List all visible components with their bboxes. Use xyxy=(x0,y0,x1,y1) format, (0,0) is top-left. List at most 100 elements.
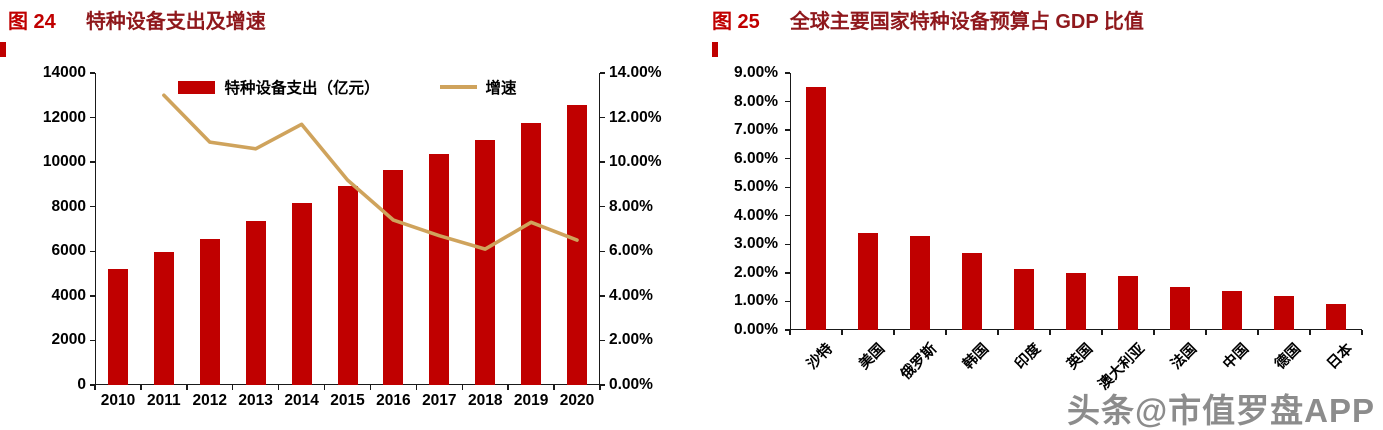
axis-tick xyxy=(507,385,509,390)
figure-24-left-axis-label: 12000 xyxy=(42,108,86,126)
gdp-ratio-bar xyxy=(1014,268,1034,330)
figure-25-y-axis-label: 6.00% xyxy=(734,149,778,167)
axis-tick xyxy=(1309,330,1311,335)
figure-25-y-axis-label: 2.00% xyxy=(734,263,778,281)
figure-24-x-axis-label: 2018 xyxy=(467,392,503,409)
legend-item-growth: 增速 xyxy=(439,76,517,98)
axis-tick xyxy=(785,329,790,331)
legend-label-expenditure: 特种设备支出（亿元） xyxy=(224,80,380,97)
axis-tick xyxy=(945,330,947,335)
figure-24-title: 特种设备支出及增速 xyxy=(85,11,266,33)
growth-line-path xyxy=(162,93,579,251)
figure-25-y-axis-label: 3.00% xyxy=(734,235,778,253)
axis-tick xyxy=(600,384,605,386)
figure-24-x-axis-label: 2016 xyxy=(376,392,411,409)
red-tick-mark xyxy=(0,42,6,57)
axis-tick xyxy=(415,385,418,390)
figure-24-right-axis-label: 2.00% xyxy=(609,331,653,349)
axis-tick xyxy=(1153,330,1155,335)
figure-24-left-axis-label: 0 xyxy=(77,376,86,393)
gdp-ratio-bar xyxy=(910,235,930,330)
axis-tick xyxy=(90,72,95,74)
expenditure-bar xyxy=(475,139,496,385)
axis-tick xyxy=(893,330,895,335)
axis-tick xyxy=(90,250,95,252)
figure-25-caption: 图 25 全球主要国家特种设备预算占 GDP 比值 xyxy=(712,5,1144,34)
gdp-ratio-bar xyxy=(1118,275,1138,330)
gdp-ratio-bar xyxy=(962,252,982,330)
axis-tick xyxy=(785,272,790,274)
axis-tick xyxy=(90,339,95,342)
figure-24-left-axis-label: 4000 xyxy=(51,286,86,304)
figure-24-right-axis-label: 12.00% xyxy=(609,108,662,126)
axis-tick xyxy=(1101,330,1103,335)
figure-24-right-axis-label: 14.00% xyxy=(609,64,662,81)
axis-tick xyxy=(785,72,790,74)
figure-24-right-axis-label: 4.00% xyxy=(609,286,653,304)
axis-tick xyxy=(600,250,605,252)
axis-tick xyxy=(600,116,605,119)
figure-25-y-axis-label: 7.00% xyxy=(734,121,778,139)
figure-25-y-axis-label: 1.00% xyxy=(734,292,778,310)
axis-tick xyxy=(232,385,234,390)
figure-24-caption: 图 24 特种设备支出及增速 xyxy=(8,5,266,34)
figure-24-left-axis-label: 8000 xyxy=(51,197,86,215)
growth-line xyxy=(162,93,579,251)
axis-tick xyxy=(785,300,790,303)
expenditure-bar xyxy=(429,154,450,385)
axis-tick xyxy=(785,157,790,160)
expenditure-bar xyxy=(245,221,266,385)
axis-tick xyxy=(785,243,790,246)
figure-25-number: 图 25 xyxy=(712,11,760,33)
expenditure-bar xyxy=(521,123,542,385)
figure-24-right-axis-label: 0.00% xyxy=(609,376,653,393)
red-tick-mark xyxy=(712,42,718,57)
figure-24-right-axis-label: 6.00% xyxy=(609,242,653,260)
axis-tick xyxy=(841,330,843,335)
figure-24-x-axis-label: 2017 xyxy=(422,392,457,409)
figure-24-left-axis-label: 10000 xyxy=(42,153,86,171)
legend-item-expenditure: 特种设备支出（亿元） xyxy=(178,76,380,98)
expenditure-bar xyxy=(153,252,174,385)
axis-tick xyxy=(461,385,463,390)
figure-24-x-axis-label: 2013 xyxy=(238,392,273,409)
gdp-ratio-bar xyxy=(1326,304,1346,330)
figure-24-x-axis-label: 2011 xyxy=(147,392,181,409)
axis-tick xyxy=(600,339,605,342)
figure-24-x-axis-label: 2014 xyxy=(284,392,319,409)
axis-tick xyxy=(90,161,95,163)
axis-tick xyxy=(94,385,96,390)
figure-24-x-axis-label: 2019 xyxy=(513,392,549,409)
figure-24-number: 图 24 xyxy=(8,11,56,33)
expenditure-bar xyxy=(567,105,588,385)
figure-24-x-axis-label: 2010 xyxy=(100,392,136,409)
bar-swatch-icon xyxy=(178,80,216,94)
gdp-ratio-bar xyxy=(1274,295,1294,330)
gdp-ratio-bar xyxy=(806,87,826,330)
axis-tick xyxy=(90,116,95,119)
axis-tick xyxy=(599,385,601,390)
axis-tick xyxy=(323,385,326,390)
gdp-ratio-bar xyxy=(1066,272,1086,330)
figure-24-left-axis-label: 14000 xyxy=(42,64,86,81)
figure-25-y-axis-label: 5.00% xyxy=(734,178,778,196)
figure-25-title: 全球主要国家特种设备预算占 GDP 比值 xyxy=(789,11,1144,33)
figure-24-right-axis-label: 8.00% xyxy=(609,197,653,215)
axis-tick xyxy=(1205,330,1207,335)
axis-tick xyxy=(785,186,790,188)
axis-tick xyxy=(785,100,790,103)
figure-24-x-axis-label: 2012 xyxy=(192,392,227,409)
line-swatch-icon xyxy=(439,85,477,89)
axis-tick xyxy=(789,330,791,335)
figure-24-left-axis-label: 2000 xyxy=(51,331,86,349)
axis-tick xyxy=(785,129,790,131)
legend-label-growth: 增速 xyxy=(485,80,517,97)
axis-tick xyxy=(600,161,605,163)
figure-25-y-axis-label: 0.00% xyxy=(734,321,778,338)
figure-24-x-axis-label: 2020 xyxy=(559,392,595,409)
axis-tick xyxy=(1361,330,1363,335)
axis-tick xyxy=(785,215,790,217)
axis-tick xyxy=(997,330,999,335)
